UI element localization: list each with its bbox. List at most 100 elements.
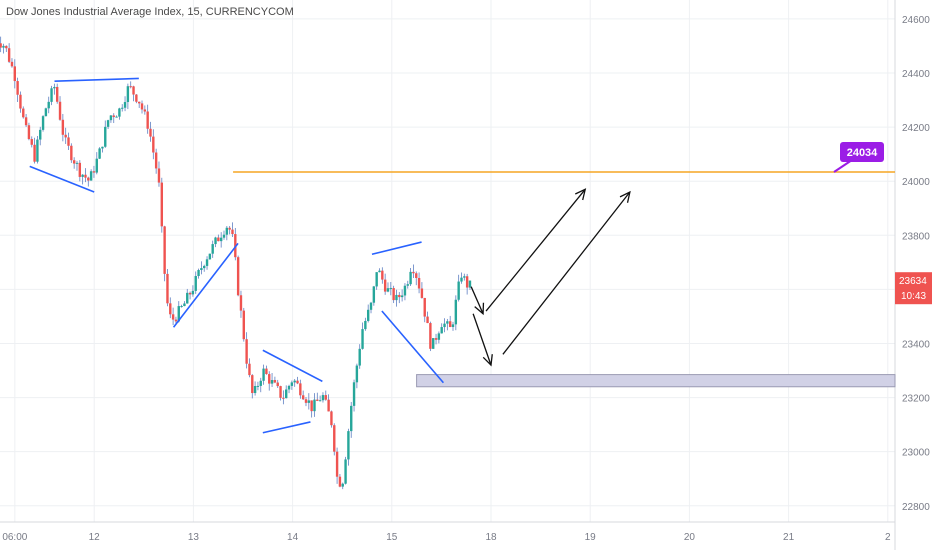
resistance-callout[interactable]	[840, 142, 884, 162]
last-price-value: 23634	[899, 276, 927, 287]
x-tick-label: 19	[585, 532, 597, 543]
candle-down	[381, 270, 384, 280]
candle-down	[16, 81, 19, 95]
x-tick-label: 15	[386, 532, 398, 543]
y-tick-label: 24400	[902, 69, 930, 80]
candle-down	[335, 451, 339, 477]
x-tick-label: 20	[684, 532, 696, 543]
candle-up	[81, 174, 84, 177]
candle-down	[13, 66, 16, 82]
candle-up	[400, 295, 404, 298]
trendline[interactable]	[172, 242, 239, 328]
trendline[interactable]	[54, 77, 139, 82]
candle-up	[307, 400, 311, 403]
candle-up	[95, 158, 98, 173]
trendline[interactable]	[381, 310, 444, 384]
candle-up	[197, 270, 200, 277]
arrow-line[interactable]	[502, 191, 631, 355]
candle-down	[338, 476, 342, 487]
candle-down	[327, 399, 330, 412]
candle-down	[324, 395, 327, 400]
candle-down	[279, 386, 282, 398]
candle-down	[78, 162, 82, 177]
trendline[interactable]	[371, 241, 422, 256]
candle-up	[290, 382, 294, 386]
candle-down	[310, 400, 313, 412]
x-tick-label: 12	[89, 532, 101, 543]
candle-down	[55, 86, 59, 102]
candle-up	[186, 292, 189, 304]
candle-down	[265, 368, 268, 375]
candle-down	[299, 383, 302, 396]
candle-up	[347, 431, 350, 460]
candle-up	[395, 294, 398, 301]
candle-up	[366, 309, 370, 321]
candle-down	[24, 117, 28, 126]
candle-up	[355, 365, 359, 383]
candle-down	[236, 257, 240, 296]
candle-down	[157, 168, 161, 183]
candle-down	[248, 363, 251, 376]
candle-down	[434, 338, 438, 340]
x-tick-label: 18	[485, 532, 497, 543]
candle-down	[5, 45, 8, 49]
candle-up	[256, 385, 260, 387]
chart-title: Dow Jones Industrial Average Index, 15, …	[6, 6, 294, 18]
candle-down	[333, 425, 336, 452]
candle-down	[415, 273, 418, 278]
candle-down	[234, 234, 237, 258]
candle-down	[84, 174, 87, 178]
candle-down	[268, 374, 271, 384]
candle-down	[417, 277, 421, 289]
candle-down	[129, 86, 132, 88]
candle-down	[146, 111, 149, 129]
candle-up	[287, 385, 291, 390]
candle-up	[203, 265, 206, 269]
candle-down	[448, 321, 452, 328]
candle-down	[19, 94, 22, 109]
trendline[interactable]	[262, 349, 323, 383]
candle-up	[460, 277, 463, 282]
resistance-callout-label: 24034	[847, 147, 878, 159]
candle-down	[166, 273, 169, 304]
trendline[interactable]	[29, 165, 95, 193]
candle-down	[426, 316, 429, 324]
arrow-line[interactable]	[485, 188, 586, 312]
candle-up	[451, 324, 455, 328]
support-zone[interactable]	[416, 374, 896, 388]
candle-down	[188, 292, 192, 295]
candle-up	[47, 101, 50, 109]
arrow-line[interactable]	[470, 286, 484, 315]
candle-up	[463, 276, 466, 278]
candle-down	[251, 375, 254, 394]
arrow-head	[619, 190, 631, 203]
candle-down	[273, 380, 277, 383]
candle-up	[318, 400, 322, 402]
candle-down	[70, 145, 73, 161]
candle-down	[174, 319, 178, 322]
y-tick-label: 22800	[902, 502, 930, 513]
candle-down	[412, 271, 415, 274]
trendline[interactable]	[262, 421, 311, 434]
y-tick-label: 23200	[902, 394, 930, 405]
callout-connector	[833, 159, 853, 173]
candle-up	[222, 234, 226, 238]
candle-up	[446, 321, 449, 324]
arrow-line[interactable]	[472, 313, 492, 366]
candle-up	[121, 107, 124, 109]
candle-up	[225, 227, 229, 235]
candle-down	[163, 226, 166, 274]
candle-down	[0, 43, 2, 48]
candle-up	[341, 483, 344, 487]
candle-up	[372, 286, 376, 303]
candle-up	[183, 303, 186, 307]
candle-down	[154, 152, 158, 169]
candle-down	[217, 237, 220, 242]
candle-up	[89, 171, 93, 181]
candle-up	[406, 284, 409, 286]
candle-down	[304, 399, 308, 403]
candle-up	[386, 288, 390, 292]
candle-down	[92, 171, 96, 173]
candle-down	[143, 109, 147, 112]
